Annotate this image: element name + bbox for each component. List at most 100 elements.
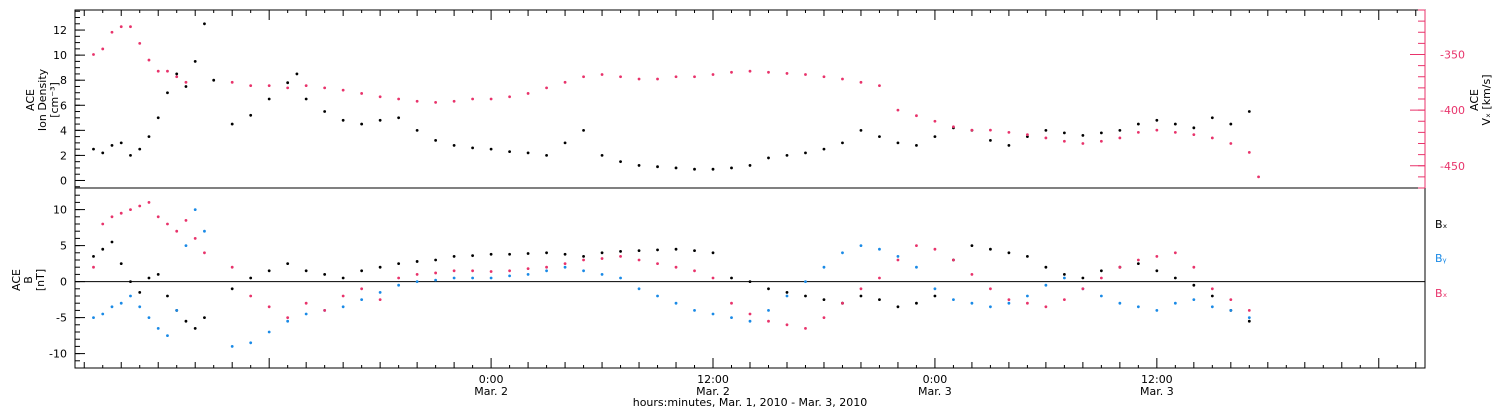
top-point-vx xyxy=(230,80,234,84)
top-point-vx xyxy=(915,114,918,118)
bottom-point-by xyxy=(915,265,918,269)
top-point-vx xyxy=(175,75,179,79)
bottom-point-bz xyxy=(1118,265,1122,269)
top-point-vx xyxy=(841,77,844,81)
bottom-point-bz xyxy=(267,305,271,309)
bottom-point-by xyxy=(101,312,105,316)
top-point-vx xyxy=(249,84,253,88)
bottom-point-bz xyxy=(1062,298,1066,301)
bottom-point-bx xyxy=(92,255,95,258)
top-y2label-line2: Vₓ [km/s] xyxy=(1480,74,1493,125)
top-point-vx xyxy=(129,25,132,29)
bottom-point-by xyxy=(119,301,123,305)
bottom-point-bx xyxy=(563,252,567,256)
bottom-point-bz xyxy=(674,265,678,269)
bottom-point-bx xyxy=(129,280,132,283)
bottom-panel-ticks: -10 -5 0 5 10 xyxy=(49,187,85,369)
bottom-point-bx xyxy=(452,255,456,258)
bottom-point-bz xyxy=(748,312,752,316)
bottom-point-by xyxy=(286,319,290,323)
top-y2tick-label: -400 xyxy=(1440,104,1465,117)
bottom-point-bx xyxy=(896,305,900,309)
bottom-point-by xyxy=(896,255,900,258)
bottom-point-by xyxy=(341,305,345,309)
bottom-point-bx xyxy=(526,252,530,255)
bottom-point-bz xyxy=(730,301,733,305)
top-point-ion-density xyxy=(804,151,807,155)
bottom-point-by xyxy=(129,294,132,298)
top-point-vx xyxy=(1173,130,1177,134)
bottom-point-by xyxy=(471,276,475,280)
bottom-point-bx xyxy=(184,319,188,323)
top-ytick-label: 12 xyxy=(53,24,67,37)
bottom-point-bx xyxy=(656,248,659,252)
bottom-point-bz xyxy=(249,294,253,298)
bottom-point-by xyxy=(1247,316,1251,319)
top-ylabel-line3: [cm⁻³] xyxy=(48,82,61,118)
bottom-ytick-label: 0 xyxy=(60,276,67,289)
bottom-point-by xyxy=(434,278,438,282)
top-point-ion-density xyxy=(119,141,123,145)
bottom-point-bz xyxy=(693,269,696,273)
top-point-ion-density xyxy=(1229,122,1233,126)
bottom-point-by xyxy=(267,330,271,334)
top-point-vx xyxy=(545,86,548,90)
bottom-point-bx xyxy=(415,260,419,263)
bottom-point-by xyxy=(711,312,715,316)
bottom-point-bz xyxy=(767,319,770,323)
bottom-point-bz xyxy=(101,222,105,226)
bottom-point-by xyxy=(304,312,308,316)
bottom-point-bx xyxy=(674,247,678,251)
bottom-point-bz xyxy=(878,276,881,280)
bottom-point-bz xyxy=(711,276,715,280)
bottom-point-bz xyxy=(1099,276,1103,280)
top-y2tick-label: -350 xyxy=(1440,49,1465,62)
top-point-ion-density xyxy=(110,143,114,147)
top-point-ion-density xyxy=(415,128,419,132)
bottom-point-by xyxy=(1192,298,1196,301)
top-ylabel-line1: ACE xyxy=(24,89,37,111)
bottom-point-by xyxy=(952,298,955,301)
bottom-point-bx xyxy=(110,240,114,244)
bottom-point-by xyxy=(637,287,641,291)
bottom-point-by xyxy=(600,273,604,276)
top-ylabel-line2: Ion Density xyxy=(36,68,49,131)
top-point-ion-density xyxy=(933,135,937,139)
top-point-vx xyxy=(730,70,733,74)
bottom-point-bx xyxy=(545,251,548,255)
x-tick-time-label: 12:00 xyxy=(697,373,729,386)
x-tick-date-label: Mar. 2 xyxy=(474,385,508,398)
top-point-ion-density xyxy=(452,143,456,147)
top-y2tick-label: -450 xyxy=(1440,160,1465,173)
bottom-point-by xyxy=(1229,309,1233,312)
bottom-point-by xyxy=(1173,301,1177,305)
bottom-ytick-label: -10 xyxy=(49,348,67,361)
top-point-vx xyxy=(184,80,188,84)
bottom-ytick-label: -5 xyxy=(56,312,67,325)
bottom-point-by xyxy=(859,244,863,248)
bottom-point-by xyxy=(1044,283,1048,287)
bottom-point-by xyxy=(674,301,678,305)
bottom-point-bx xyxy=(249,276,253,280)
top-point-vx xyxy=(656,77,659,81)
top-point-vx xyxy=(1044,136,1048,140)
bottom-point-by xyxy=(656,294,659,298)
bottom-point-bx xyxy=(471,254,475,258)
bottom-point-bx xyxy=(166,294,169,298)
bottom-point-bz xyxy=(323,309,327,312)
bottom-point-bx xyxy=(378,265,382,269)
bottom-point-bx xyxy=(101,247,105,251)
bottom-point-bz xyxy=(452,269,456,273)
bottom-point-by xyxy=(1025,294,1029,298)
top-y2label-line1: ACE xyxy=(1468,89,1481,111)
top-point-ion-density xyxy=(619,160,622,164)
top-point-vx xyxy=(323,86,327,90)
top-point-ion-density xyxy=(156,116,160,120)
top-ytick-label: 10 xyxy=(53,49,67,62)
top-point-ion-density xyxy=(184,85,188,88)
bottom-point-bx xyxy=(434,258,438,262)
bottom-point-bz xyxy=(1025,301,1029,305)
top-point-ion-density xyxy=(434,138,438,142)
bottom-point-bz xyxy=(1155,255,1159,258)
bottom-point-bx xyxy=(119,262,123,265)
